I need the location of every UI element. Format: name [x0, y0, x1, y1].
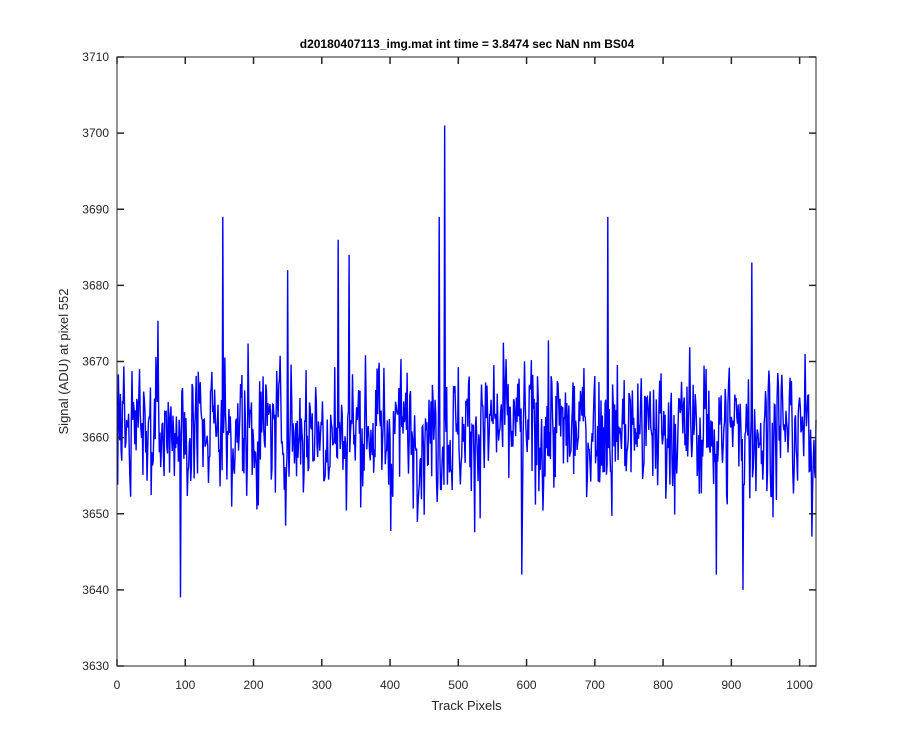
y-tick-label: 3710	[82, 50, 109, 64]
x-tick-label: 200	[244, 678, 264, 692]
y-tick-label: 3650	[82, 507, 109, 521]
x-tick-label: 700	[585, 678, 605, 692]
signal-series-line	[116, 125, 817, 598]
y-tick-label: 3680	[82, 278, 109, 292]
x-tick-label: 300	[312, 678, 332, 692]
y-tick-label: 3670	[82, 355, 109, 369]
x-tick-label: 100	[175, 678, 195, 692]
x-tick-label: 800	[653, 678, 673, 692]
tick-layer: 0 100 200 300 400 500 600 700 800 900 1000 3630 3640…	[82, 50, 816, 692]
y-tick-label: 3690	[82, 202, 109, 216]
y-tick-label: 3640	[82, 583, 109, 597]
series-layer	[116, 125, 817, 598]
x-tick-label: 1000	[786, 678, 813, 692]
chart-title: d20180407113_img.mat int time = 3.8474 s…	[300, 37, 635, 51]
x-tick-label: 0	[114, 678, 121, 692]
y-axis-title: Signal (ADU) at pixel 552	[56, 289, 71, 435]
y-tick-label: 3660	[82, 431, 109, 445]
x-tick-label: 600	[517, 678, 537, 692]
y-tick-label: 3700	[82, 126, 109, 140]
x-axis-title: Track Pixels	[431, 698, 502, 713]
x-tick-label: 400	[380, 678, 400, 692]
y-tick-label: 3630	[82, 659, 109, 673]
plot-area	[117, 57, 816, 666]
x-tick-label: 900	[721, 678, 741, 692]
x-tick-label: 500	[448, 678, 468, 692]
